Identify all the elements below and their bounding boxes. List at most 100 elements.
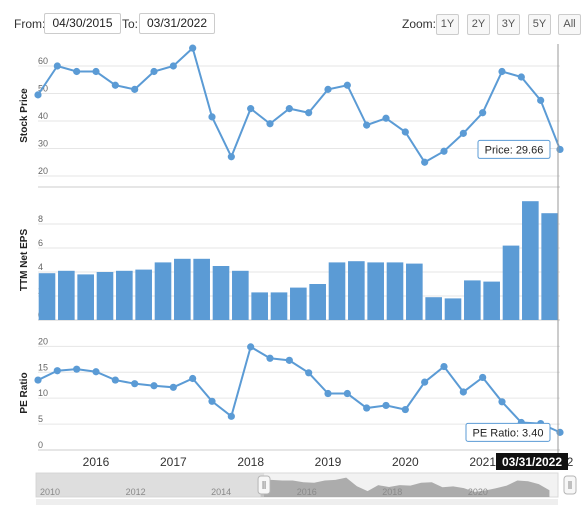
data-point [537, 96, 545, 104]
to-label: To: [122, 17, 139, 31]
navigator-label: 2014 [211, 487, 231, 497]
eps-bar [96, 272, 114, 320]
eps-bar [348, 261, 365, 320]
data-point [150, 382, 158, 390]
eps-bar [251, 292, 268, 320]
tooltip: Price: 29.66 [477, 139, 551, 159]
y-tick-label: 20 [38, 166, 48, 176]
series-line [37, 345, 561, 434]
eps-bar [212, 266, 230, 320]
data-point [382, 114, 390, 122]
data-point [53, 367, 61, 375]
data-point [305, 109, 313, 117]
navigator-label: 2016 [297, 487, 317, 497]
data-point [189, 44, 197, 52]
zoom-5y-button[interactable]: 5Y [528, 14, 551, 35]
y-tick-label: 20 [38, 336, 48, 346]
data-point [111, 376, 119, 384]
eps-bar [174, 258, 191, 320]
data-point [227, 412, 235, 420]
eps-bar [232, 270, 249, 320]
data-point [34, 376, 42, 384]
x-tick-label: 2018 [237, 455, 264, 469]
eps-bar [367, 262, 384, 320]
x-tick-label: 2016 [83, 455, 110, 469]
crosshair-date-badge [496, 453, 568, 470]
data-point [440, 362, 448, 371]
navigator-right-handle[interactable] [563, 475, 577, 495]
data-point [324, 85, 332, 93]
data-point [343, 81, 351, 89]
data-point [285, 356, 293, 364]
zoom-all-button[interactable]: All [558, 14, 581, 35]
eps-bar [406, 263, 423, 320]
data-point [363, 404, 371, 412]
to-date-input[interactable]: 03/31/2022 [139, 13, 215, 34]
tooltip: PE Ratio: 3.40 [465, 422, 551, 442]
eps-bar [483, 281, 500, 320]
data-point [305, 369, 313, 377]
eps-bar [309, 284, 326, 320]
eps-bar [290, 287, 307, 320]
eps-bar [116, 270, 133, 320]
zoom-2y-button[interactable]: 2Y [467, 14, 490, 35]
data-point [189, 374, 197, 383]
eps-bar [135, 269, 152, 320]
data-point [440, 147, 448, 155]
zoom-label: Zoom: [402, 17, 437, 31]
data-point [169, 383, 177, 391]
data-point [421, 158, 429, 166]
data-point [247, 343, 255, 351]
eps-bar [38, 273, 56, 320]
data-point [401, 405, 409, 414]
eps-bar [193, 258, 210, 320]
y-tick-label: 6 [38, 238, 43, 248]
zoom-3y-button[interactable]: 3Y [497, 14, 520, 35]
y-tick-label: 5 [38, 414, 43, 424]
eps-bar [425, 297, 442, 320]
data-point [556, 145, 564, 154]
eps-bar [58, 270, 75, 320]
data-point [421, 378, 429, 386]
data-point [92, 368, 100, 376]
x-tick-label: 2021 [469, 455, 496, 469]
data-point [517, 73, 525, 81]
zoom-1y-button[interactable]: 1Y [436, 14, 459, 35]
y-axis-title: PE Ratio [19, 372, 30, 413]
data-point [324, 389, 332, 398]
tooltip-text: Price: 29.66 [485, 144, 544, 156]
data-point [498, 398, 506, 406]
navigator-label: 2010 [40, 487, 60, 497]
handle-body [257, 475, 271, 495]
from-date-input[interactable]: 04/30/2015 [44, 13, 121, 34]
eps-bar [464, 280, 481, 320]
crosshair-date-text: 03/31/2022 [502, 455, 562, 469]
x-tick-label: 2020 [392, 455, 419, 469]
x-tick-label: 2019 [315, 455, 342, 469]
series-line [37, 46, 561, 164]
navigator: 2010 2012 2014 2016 2018 2020 [35, 472, 577, 505]
data-point [479, 109, 487, 117]
data-point [92, 67, 100, 76]
y-tick-label: 40 [38, 111, 48, 121]
navigator-left-handle[interactable] [257, 475, 271, 495]
data-point [556, 428, 564, 436]
navigator-mask [36, 473, 265, 497]
x-tick-label: 2017 [160, 455, 187, 469]
y-tick-label: 60 [38, 56, 48, 66]
y-tick-label: 4 [38, 262, 43, 272]
data-point [131, 85, 139, 93]
data-point [169, 62, 177, 70]
eps-bar [77, 274, 94, 320]
from-label: From: [14, 17, 46, 31]
y-tick-label: 0 [38, 440, 43, 450]
y-tick-label: 10 [38, 388, 48, 398]
y-axis-title: Stock Price [19, 88, 30, 143]
data-point [208, 113, 216, 121]
data-point [498, 67, 506, 76]
data-point [363, 121, 371, 129]
data-point [266, 354, 274, 362]
panel-2: 0 5 10 15 20 PE Ratio PE Ratio: 3.40 [19, 336, 564, 451]
